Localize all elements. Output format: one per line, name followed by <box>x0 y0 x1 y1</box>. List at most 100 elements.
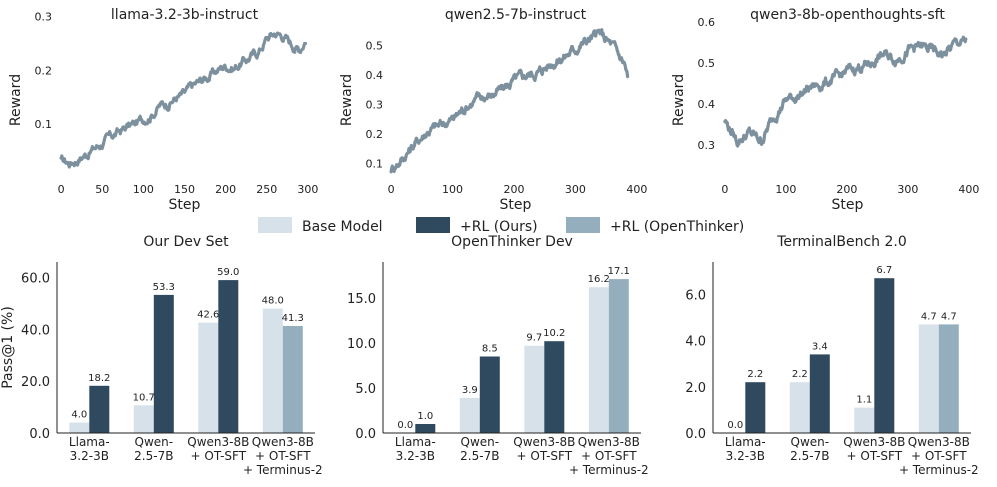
base-model-bar <box>262 308 283 433</box>
y-tick-label: 0.4 <box>366 69 384 82</box>
rl-ours-bar <box>874 278 895 433</box>
x-tick-label: 300 <box>297 183 318 196</box>
x-tick-label: 0 <box>388 183 395 196</box>
rl-ours-bar <box>809 354 830 433</box>
y-tick-label: 10.0 <box>347 337 376 352</box>
y-tick-label: 0.6 <box>698 16 716 29</box>
y-tick-label: 0.0 <box>29 427 50 442</box>
bar-value-label: 0.0 <box>397 420 413 431</box>
category-label: + OT-SFT <box>847 449 903 463</box>
y-tick-label: 0.2 <box>35 64 53 77</box>
category-label: Qwen3-8B <box>252 435 314 449</box>
x-axis-label: Step <box>832 197 864 213</box>
y-tick-label: 0.3 <box>35 11 53 24</box>
category-label: Qwen- <box>461 435 500 449</box>
bar-value-label: 3.4 <box>812 341 828 352</box>
category-label: Qwen3-8B <box>513 435 575 449</box>
base-model-bar <box>854 407 875 433</box>
category-label: Qwen3-8B <box>908 435 970 449</box>
bar-chart-1: Our Dev Set 0.0 20.0 40.0 60.0 Pass@1 (%) 4.0 1… <box>0 234 323 477</box>
bar-value-label: 10.2 <box>543 328 565 339</box>
legend: Base Model +RL (Ours) +RL (OpenThinker) <box>258 217 744 235</box>
y-tick-label: 15.0 <box>347 292 376 307</box>
y-axis-label: Pass@1 (%) <box>0 306 16 389</box>
bar-value-label: 42.6 <box>197 310 219 321</box>
bar-value-label: 2.2 <box>792 369 808 380</box>
rl-openthinker-bar <box>938 324 959 433</box>
bar-value-label: 53.3 <box>153 282 175 293</box>
bar-value-label: 59.0 <box>217 267 239 278</box>
category-label: Llama- <box>69 435 110 449</box>
y-tick-label: 0.4 <box>698 98 716 111</box>
bar-value-label: 4.7 <box>921 311 937 322</box>
category-label: + OT-SFT <box>255 449 311 463</box>
x-tick-label: 300 <box>565 183 586 196</box>
y-tick-label: 20.0 <box>21 375 50 390</box>
y-tick-label: 0.3 <box>366 98 384 111</box>
legend-swatch-base-model <box>258 217 292 233</box>
bar-value-label: 2.2 <box>747 369 763 380</box>
category-label: 3.2-3B <box>70 449 109 463</box>
rl-ours-bar <box>89 385 110 433</box>
x-tick-label: 400 <box>958 183 979 196</box>
category-label: 2.5-7B <box>460 449 499 463</box>
x-tick-label: 100 <box>775 183 796 196</box>
rl-ours-bar <box>415 424 436 433</box>
bar-value-label: 48.0 <box>262 296 284 307</box>
x-tick-label: 100 <box>442 183 463 196</box>
reward-line <box>723 35 968 148</box>
bar-value-label: 1.1 <box>856 395 872 406</box>
y-axis-label: Reward <box>339 74 355 126</box>
x-tick-label: 200 <box>503 183 524 196</box>
bar-value-label: 17.1 <box>608 266 630 277</box>
line-chart-3: qwen3-8b-openthoughts-sft 0 100 200 300 400 0.… <box>671 7 979 213</box>
base-model-bar <box>459 397 480 433</box>
y-axis-label: Reward <box>671 74 687 126</box>
bar-value-label: 18.2 <box>88 373 110 384</box>
base-model-bar <box>524 345 545 433</box>
rl-openthinker-bar <box>282 326 303 433</box>
bar-chart-3: TerminalBench 2.0 0.0 2.0 4.0 6.0 0.0 2.2 Llama… <box>685 234 978 477</box>
category-label: 3.2-3B <box>396 449 435 463</box>
bar-value-label: 16.2 <box>588 274 610 285</box>
y-tick-label: 4.0 <box>685 335 706 350</box>
x-axis-label: Step <box>500 197 532 213</box>
category-label: 2.5-7B <box>790 449 829 463</box>
bar-chart-title: Our Dev Set <box>143 234 229 250</box>
y-tick-label: 5.0 <box>355 382 376 397</box>
bar-value-label: 0.0 <box>727 420 743 431</box>
reward-line <box>59 31 307 169</box>
category-label: Qwen- <box>791 435 830 449</box>
y-tick-label: 0.0 <box>355 427 376 442</box>
category-label: + OT-SFT <box>911 449 967 463</box>
bar-chart-title: TerminalBench 2.0 <box>776 234 907 250</box>
base-model-bar <box>133 405 154 433</box>
bar-value-label: 8.5 <box>482 344 498 355</box>
y-tick-label: 40.0 <box>21 323 50 338</box>
base-model-bar <box>588 287 609 433</box>
rl-ours-bar <box>218 280 239 433</box>
category-label: Llama- <box>395 435 436 449</box>
x-tick-label: 200 <box>215 183 236 196</box>
legend-swatch-rl-ours <box>416 217 450 233</box>
category-label: Qwen- <box>135 435 174 449</box>
bar-chart-2: OpenThinker Dev 0.0 5.0 10.0 15.0 0.0 1.0 Llama… <box>347 234 649 477</box>
y-tick-label: 0.5 <box>698 57 716 70</box>
x-tick-label: 200 <box>836 183 857 196</box>
rl-ours-bar <box>544 341 565 433</box>
x-tick-label: 300 <box>897 183 918 196</box>
legend-label-base-model: Base Model <box>302 219 383 235</box>
chart-panels: llama-3.2-3b-instruct 0 50 100 150 200 250 300 0… <box>0 7 979 477</box>
x-tick-label: 250 <box>256 183 277 196</box>
category-label: Qwen3-8B <box>187 435 249 449</box>
y-tick-label: 6.0 <box>685 288 706 303</box>
category-label: Qwen3-8B <box>578 435 640 449</box>
y-tick-label: 60.0 <box>21 272 50 287</box>
rl-ours-bar <box>153 294 174 433</box>
bar-value-label: 10.7 <box>133 392 155 403</box>
rl-ours-bar <box>479 356 500 433</box>
x-tick-label: 150 <box>174 183 195 196</box>
bar-value-label: 3.9 <box>462 385 478 396</box>
category-label: + OT-SFT <box>581 449 637 463</box>
base-model-bar <box>198 322 219 433</box>
